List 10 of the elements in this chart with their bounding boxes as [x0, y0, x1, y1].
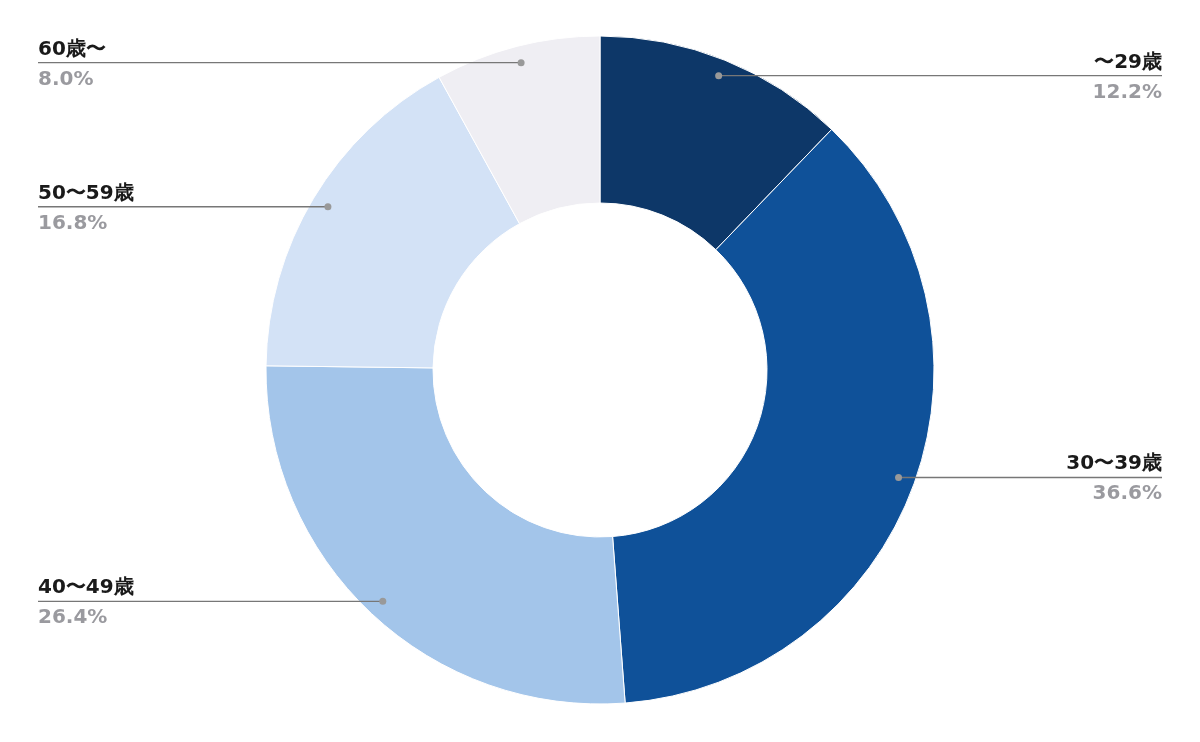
slice-label: 40〜49歳: [38, 574, 134, 599]
data-label: 36.6%: [1092, 480, 1162, 505]
slice-label: 60歳〜: [38, 35, 106, 60]
slice-label: 〜29歳: [1094, 48, 1162, 73]
slice-label: 50〜59歳: [38, 179, 134, 204]
data-label: 26.4%: [38, 604, 108, 629]
data-label: 16.8%: [38, 209, 108, 234]
data-label: 8.0%: [38, 65, 94, 90]
slice-label: 30〜39歳: [1066, 450, 1162, 475]
data-label: 12.2%: [1092, 78, 1162, 103]
